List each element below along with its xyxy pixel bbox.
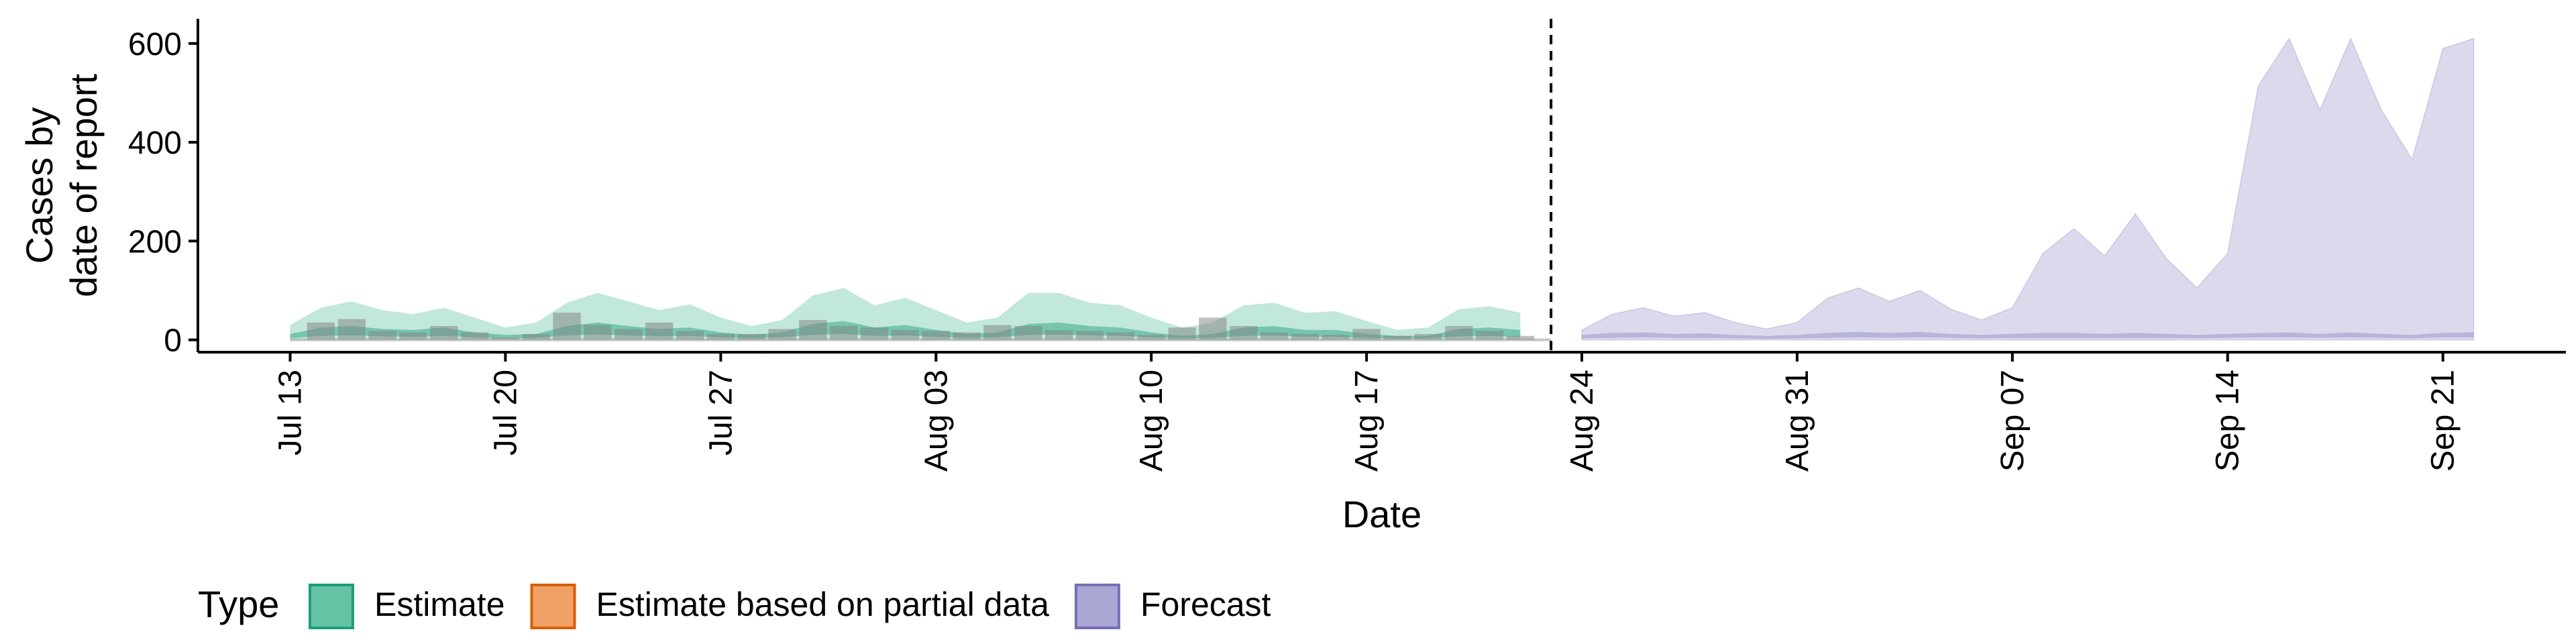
reported-bar — [368, 331, 396, 340]
reported-bar — [1168, 327, 1196, 340]
legend: Type Estimate Estimate based on partial da… — [198, 583, 1271, 629]
reported-bar — [1199, 317, 1227, 340]
reported-bar — [584, 325, 612, 340]
x-tick-label: Aug 17 — [1349, 370, 1385, 472]
y-axis-title-line: date of report — [62, 74, 105, 298]
reported-bar — [337, 319, 366, 340]
reported-bar — [399, 332, 427, 340]
reported-bar — [1260, 332, 1289, 340]
reported-bar — [1383, 335, 1411, 340]
reported-bar — [860, 327, 889, 340]
reported-bar — [461, 332, 489, 340]
reported-bar — [1352, 329, 1381, 340]
reported-bar — [737, 333, 765, 340]
reported-bar — [1506, 335, 1534, 340]
x-axis-title: Date — [1342, 493, 1421, 535]
reported-bar — [1475, 331, 1504, 340]
y-tick-label: 600 — [128, 27, 182, 62]
x-tick-label: Sep 07 — [1995, 370, 2031, 472]
x-tick-label: Aug 31 — [1780, 370, 1815, 472]
x-tick-label: Sep 21 — [2426, 370, 2461, 472]
reported-bar — [307, 322, 335, 340]
legend-title: Type — [198, 583, 279, 625]
reported-bar — [645, 322, 674, 340]
reported-bar — [830, 326, 858, 340]
legend-label: Estimate based on partial data — [596, 586, 1050, 623]
x-tick-label: Aug 24 — [1564, 370, 1600, 472]
x-tick-label: Aug 10 — [1134, 370, 1169, 472]
y-tick-label: 0 — [164, 323, 182, 359]
y-axis-title-line: Cases by — [18, 107, 60, 264]
x-tick-label: Sep 14 — [2210, 370, 2246, 472]
reported-bar — [522, 333, 550, 340]
legend-swatch — [309, 584, 354, 629]
plot-bars — [290, 313, 1552, 341]
reported-bar — [768, 329, 796, 340]
forecast-inner-band — [1582, 331, 2474, 339]
reported-bar — [1045, 329, 1073, 340]
reported-bar — [1106, 332, 1134, 340]
reported-bar — [553, 313, 581, 340]
plot-labels: 0 200 400 600 Jul 13 Jul 20 Jul 27 Aug 03 Aug 10… — [18, 27, 2461, 535]
legend-label: Estimate — [374, 586, 505, 623]
plot-areas — [290, 37, 2475, 341]
y-tick-label: 400 — [128, 125, 182, 161]
y-tick-label: 200 — [128, 224, 182, 260]
reported-bar — [1230, 326, 1258, 340]
x-tick-label: Jul 13 — [273, 370, 309, 455]
reported-bar — [1445, 326, 1473, 340]
reported-bar — [983, 325, 1012, 340]
reported-bar — [430, 326, 458, 340]
x-tick-label: Aug 03 — [918, 370, 954, 472]
forecast-outer-band — [1581, 37, 2475, 341]
reported-bar — [1075, 331, 1104, 340]
reported-bar — [799, 320, 827, 340]
reported-bar — [706, 333, 735, 340]
legend-swatch — [530, 584, 576, 629]
x-tick-label: Jul 27 — [703, 370, 739, 455]
legend-swatch — [1074, 584, 1120, 629]
reported-bar — [1137, 335, 1165, 340]
reported-bar — [922, 331, 950, 340]
plot-axes — [189, 19, 2566, 362]
legend-label: Forecast — [1140, 586, 1271, 623]
reported-bar — [891, 329, 920, 340]
reported-bar — [676, 331, 704, 340]
reported-bar — [1291, 333, 1320, 340]
x-tick-label: Jul 20 — [488, 370, 523, 455]
reported-bar — [1414, 333, 1442, 340]
reported-bar — [1014, 326, 1042, 340]
reported-bar — [1322, 335, 1350, 340]
reported-bar — [614, 329, 643, 340]
reported-bar — [953, 332, 981, 340]
